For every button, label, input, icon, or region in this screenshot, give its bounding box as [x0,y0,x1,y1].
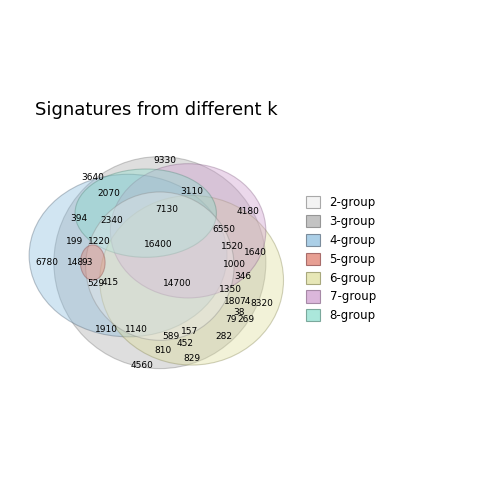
Text: 2070: 2070 [97,189,120,198]
Text: 269: 269 [238,314,255,324]
Text: 6550: 6550 [212,225,235,233]
Text: 829: 829 [183,353,200,362]
Text: 148: 148 [67,258,84,267]
Text: 93: 93 [82,258,93,267]
Text: 14700: 14700 [163,279,192,288]
Ellipse shape [29,174,227,337]
Ellipse shape [80,245,105,280]
Text: 74: 74 [239,297,250,306]
Text: 3110: 3110 [180,187,203,197]
Text: 1640: 1640 [244,247,267,257]
Text: 157: 157 [181,327,199,336]
Text: 7130: 7130 [155,205,178,214]
Text: 16400: 16400 [144,240,172,249]
Text: 394: 394 [70,214,87,223]
Text: 1520: 1520 [221,242,244,251]
Text: 4560: 4560 [131,360,154,369]
Text: 1350: 1350 [219,285,242,294]
Text: 2340: 2340 [101,216,123,225]
Ellipse shape [75,169,216,258]
Text: 810: 810 [155,346,172,355]
Text: 6780: 6780 [35,258,58,267]
Text: 346: 346 [234,272,251,281]
Text: 589: 589 [162,332,179,341]
Text: 8320: 8320 [251,299,274,308]
Text: 282: 282 [215,332,232,341]
Legend: 2-group, 3-group, 4-group, 5-group, 6-group, 7-group, 8-group: 2-group, 3-group, 4-group, 5-group, 6-gr… [303,194,378,325]
Ellipse shape [54,157,266,368]
Ellipse shape [100,196,284,365]
Text: 4180: 4180 [237,207,260,216]
Text: 38: 38 [233,307,245,317]
Text: 199: 199 [67,237,84,246]
Title: Signatures from different k: Signatures from different k [35,101,278,119]
Ellipse shape [110,164,266,298]
Text: 1910: 1910 [95,325,118,334]
Text: 79: 79 [225,314,236,324]
Text: 1140: 1140 [125,325,148,334]
Text: 180: 180 [224,297,241,306]
Text: 1220: 1220 [88,237,111,246]
Text: 415: 415 [102,278,119,287]
Text: 529: 529 [88,279,105,288]
Text: 1000: 1000 [223,260,245,269]
Ellipse shape [86,192,234,340]
Text: 9330: 9330 [154,156,176,165]
Text: 3640: 3640 [81,173,104,182]
Text: 452: 452 [176,339,193,348]
